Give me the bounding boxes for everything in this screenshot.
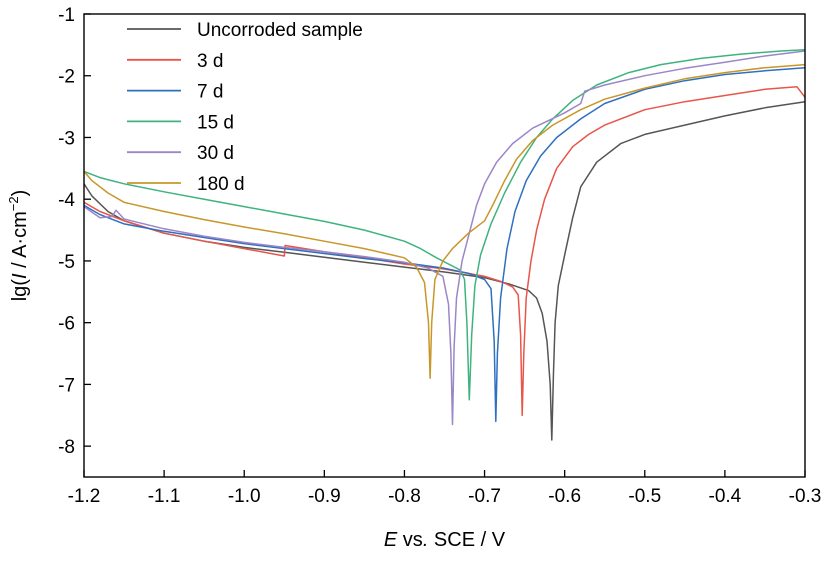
y-tick-label: -8: [58, 437, 75, 458]
y-tick-label: -3: [58, 128, 75, 149]
x-tick-label: -0.5: [628, 486, 661, 507]
y-tick-label: -1: [58, 5, 75, 26]
y-tick-label: -5: [58, 252, 75, 273]
legend-label-0: Uncorroded sample: [197, 20, 363, 41]
y-axis-title: lg(I / A·cm−2): [6, 190, 31, 302]
legend-label-5: 180 d: [197, 174, 245, 195]
x-axis-title: E vs. SCE / V: [384, 529, 506, 551]
x-tick-label: -1.1: [148, 486, 181, 507]
x-tick-label: -0.4: [709, 486, 742, 507]
x-tick-label: -0.6: [548, 486, 581, 507]
x-tick-label: -1.0: [228, 486, 261, 507]
series-line-0: [83, 100, 806, 441]
x-tick-label: -1.2: [68, 486, 101, 507]
y-tick-label: -6: [58, 314, 75, 335]
y-tick-label: -4: [58, 190, 75, 211]
plot-frame: [83, 13, 806, 478]
series-line-1: [83, 86, 806, 417]
x-tick-label: -0.3: [789, 486, 822, 507]
series-line-2: [83, 66, 806, 423]
legend-label-1: 3 d: [197, 51, 223, 72]
legend-label-4: 30 d: [197, 143, 234, 164]
legend: Uncorroded sample 3 d 7 d 15 d 30 d 180 d: [127, 20, 363, 195]
legend-label-3: 15 d: [197, 112, 234, 133]
series-line-5: [83, 63, 806, 379]
x-tick-label: -0.9: [308, 486, 341, 507]
x-tick-label: -0.7: [468, 486, 501, 507]
series-line-4: [83, 50, 806, 426]
legend-label-2: 7 d: [197, 82, 223, 103]
y-tick-label: -2: [58, 67, 75, 88]
tick-layer: -1.2 -1.1 -1.0 -0.9 -0.8 -0.7 -0.6 -0.5 -0.4 -0.3…: [58, 5, 821, 507]
y-tick-label: -7: [58, 375, 75, 396]
series-layer: [83, 49, 806, 441]
x-tick-label: -0.8: [388, 486, 421, 507]
series-line-3: [83, 49, 806, 401]
